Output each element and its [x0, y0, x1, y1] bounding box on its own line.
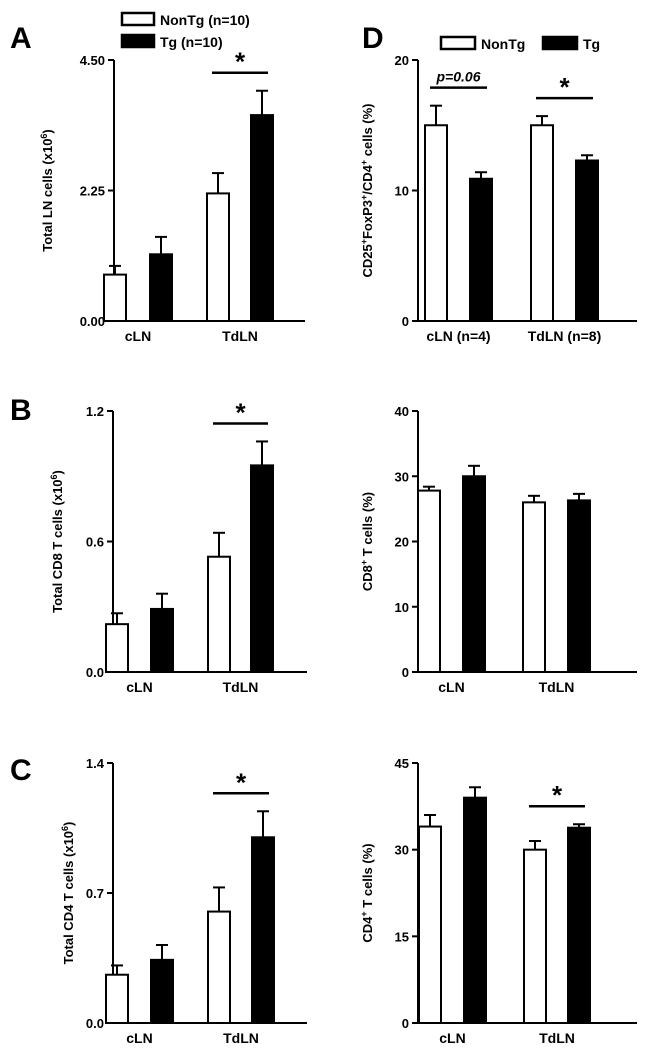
bar-tg-0 — [469, 177, 493, 322]
y-axis-label: CD4+ T cells (%) — [359, 843, 375, 942]
y-tick-label: 0.0 — [86, 1016, 104, 1031]
y-tick-label: 30 — [395, 469, 409, 484]
x-tick-label: TdLN — [539, 1030, 575, 1046]
y-tick-label: 40 — [395, 404, 409, 419]
bar-nontg-1 — [530, 124, 554, 322]
bar-tg-0 — [150, 607, 174, 673]
legend-swatch-nontg — [120, 11, 156, 27]
bar-nontg-1 — [207, 910, 231, 1024]
panel-a: A 0.00 2.25 4.50 Total LN cells (x106) cLN TdL… — [10, 11, 305, 344]
y-axis-label: Total CD8 T cells (x106) — [49, 470, 65, 613]
x-tick-label: TdLN — [223, 679, 259, 695]
y-tick-label: 0 — [402, 1016, 409, 1031]
bar-tg-1 — [250, 114, 274, 322]
bar-tg-0 — [149, 253, 173, 322]
bar-nontg-0 — [417, 489, 441, 674]
y-axis-label: CD8+ T cells (%) — [359, 492, 375, 591]
panel-letter: B — [10, 394, 32, 427]
panel-b: B 0.0 0.6 1.2 Total CD8 T cells (x106) cLN TdL… — [10, 394, 307, 695]
significance-star: * — [552, 780, 563, 810]
x-tick-label: cLN — [125, 328, 151, 344]
legend-swatch-nontg — [439, 35, 477, 51]
x-tick-label: cLN — [126, 1030, 152, 1046]
bar-nontg-0 — [103, 273, 127, 323]
y-tick-label: 0.0 — [86, 665, 104, 680]
x-tick-label: cLN — [126, 679, 152, 695]
bar-tg-1 — [250, 464, 274, 673]
y-tick-label: 0 — [402, 665, 409, 680]
panel-c: C 0.0 0.7 1.4 Total CD4 T cells (x106) cLN TdL… — [10, 754, 307, 1046]
x-tick-label: cLN — [439, 1030, 465, 1046]
y-tick-label: 0 — [402, 314, 409, 329]
y-tick-label: 0.00 — [80, 314, 105, 329]
y-tick-label: 1.4 — [86, 756, 105, 771]
panel-b2: 0 10 20 30 40 CD8+ T cells (%) cLN TdLN — [359, 404, 637, 695]
y-tick-label: 20 — [395, 535, 409, 550]
significance-star: * — [235, 397, 246, 427]
bar-nontg-0 — [424, 124, 448, 322]
x-tick-label: TdLN — [539, 679, 575, 695]
legend-label: NonTg — [481, 36, 525, 52]
bar-tg-0 — [462, 475, 486, 673]
y-tick-label: 10 — [395, 184, 409, 199]
y-axis-label: Total CD4 T cells (x106) — [60, 822, 76, 965]
panel-letter: A — [10, 22, 32, 55]
y-tick-label: 45 — [395, 756, 409, 771]
significance-star: * — [236, 767, 247, 797]
bar-nontg-1 — [523, 848, 547, 1025]
legend-label: Tg (n=10) — [160, 34, 223, 50]
panel-c2: 0 15 30 45 CD4+ T cells (%) cLN TdLN * — [359, 756, 637, 1046]
y-tick-label: 0.6 — [86, 535, 104, 550]
bar-tg-0 — [150, 958, 174, 1024]
legend: NonTg (n=10) Tg (n=10) — [120, 11, 250, 50]
y-tick-label: 0.7 — [86, 886, 104, 901]
panel-letter: C — [10, 754, 32, 787]
x-tick-label: cLN (n=4) — [426, 328, 490, 344]
x-tick-label: TdLN — [223, 1030, 259, 1046]
bar-tg-0 — [463, 796, 487, 1025]
y-tick-label: 2.25 — [80, 184, 105, 199]
bar-nontg-1 — [207, 555, 231, 673]
legend-swatch-tg — [120, 33, 156, 49]
bar-nontg-0 — [105, 973, 129, 1025]
bar-nontg-0 — [418, 825, 442, 1024]
y-tick-label: 15 — [395, 929, 409, 944]
legend-label: NonTg (n=10) — [160, 12, 250, 28]
y-axis-label: CD25+FoxP3+/CD4+ cells (%) — [359, 103, 375, 277]
legend: NonTg Tg — [439, 35, 600, 52]
y-tick-label: 10 — [395, 600, 409, 615]
x-tick-label: TdLN — [222, 328, 258, 344]
p-value-label: p=0.06 — [436, 69, 481, 85]
legend-swatch-tg — [541, 35, 579, 51]
bar-tg-1 — [567, 499, 591, 673]
panel-d: D 0 10 20 CD25+FoxP3+/CD4+ cells (%) cLN (n=4… — [359, 22, 637, 344]
y-axis-label: Total LN cells (x106) — [39, 129, 55, 252]
panel-letter: D — [362, 22, 384, 55]
x-tick-label: cLN — [438, 679, 464, 695]
bar-nontg-1 — [206, 192, 230, 322]
bar-tg-1 — [575, 159, 599, 322]
significance-star: * — [235, 47, 246, 77]
bar-tg-1 — [567, 826, 591, 1025]
y-tick-label: 30 — [395, 843, 409, 858]
y-tick-label: 4.50 — [80, 53, 105, 68]
x-tick-label: TdLN (n=8) — [528, 328, 602, 344]
bar-tg-1 — [251, 836, 275, 1024]
legend-label: Tg — [583, 36, 600, 52]
y-tick-label: 20 — [395, 53, 409, 68]
y-tick-label: 1.2 — [86, 404, 104, 419]
bar-nontg-0 — [105, 623, 129, 674]
bar-nontg-1 — [522, 501, 546, 673]
significance-star: * — [559, 72, 570, 102]
